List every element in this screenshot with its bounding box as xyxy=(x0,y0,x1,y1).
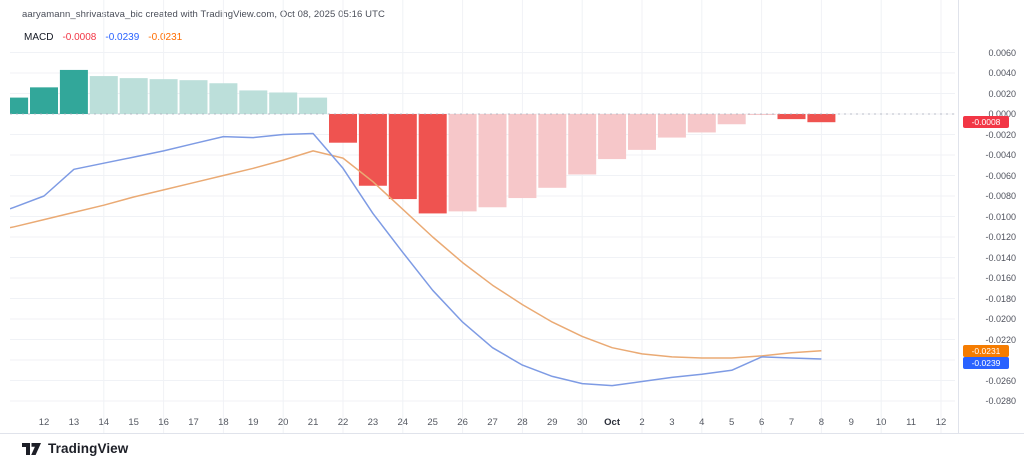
y-tick-label: -0.0020 xyxy=(985,129,1016,140)
x-tick-label: 8 xyxy=(818,417,825,428)
histogram-bar xyxy=(448,114,477,212)
x-tick-label: 12 xyxy=(38,417,50,428)
legend-macd-value: -0.0239 xyxy=(105,32,140,43)
tradingview-logo-link[interactable]: TradingView xyxy=(22,441,128,456)
chart-canvas[interactable] xyxy=(0,0,1024,433)
histogram-bar xyxy=(657,114,686,138)
x-tick-label: 21 xyxy=(307,417,319,428)
histogram-bar xyxy=(209,83,238,114)
x-tick-label: 11 xyxy=(906,417,917,428)
histogram-bar xyxy=(269,92,298,114)
x-tick-label: 30 xyxy=(576,417,588,428)
signal-line xyxy=(10,150,822,359)
histogram-bar xyxy=(807,114,836,123)
y-tick-label: -0.0180 xyxy=(985,293,1016,304)
x-tick-label: 4 xyxy=(699,417,705,428)
x-tick-label: 29 xyxy=(547,417,558,428)
x-tick-label: 28 xyxy=(517,417,528,428)
histogram-bar xyxy=(30,87,58,114)
indicator-legend[interactable]: MACD -0.0008 -0.0239 -0.0231 xyxy=(24,32,182,43)
x-tick-label: 22 xyxy=(337,417,349,428)
histogram-bar xyxy=(418,114,447,214)
footer-bar: TradingView xyxy=(0,434,1024,474)
y-tick-label: -0.0040 xyxy=(985,150,1016,160)
y-tick-label: 0.0040 xyxy=(988,68,1016,78)
x-tick-label: 18 xyxy=(218,417,229,428)
plot-area xyxy=(10,0,955,433)
x-tick-label: 24 xyxy=(397,417,409,428)
x-tick-label: 14 xyxy=(98,417,110,428)
x-tick-label: 12 xyxy=(935,417,947,428)
x-tick-label: 20 xyxy=(277,417,289,428)
y-tick-label: 0.0020 xyxy=(988,88,1016,99)
y-tick-label: -0.0120 xyxy=(985,232,1016,242)
x-tick-label: 16 xyxy=(158,417,169,428)
x-tick-label: 3 xyxy=(669,417,675,428)
indicator-name: MACD xyxy=(24,32,54,43)
histogram-bar xyxy=(508,114,537,199)
axis-badge-histogram: -0.0008 xyxy=(963,116,1009,129)
y-tick-label: -0.0140 xyxy=(985,252,1016,263)
x-tick-label: 15 xyxy=(128,417,139,428)
x-tick-label: 6 xyxy=(758,417,765,428)
histogram-bar xyxy=(568,114,597,175)
histogram-bar xyxy=(747,114,776,116)
x-tick-label: 13 xyxy=(68,417,80,428)
y-tick-label: -0.0160 xyxy=(985,273,1016,283)
histogram-bar xyxy=(777,114,806,120)
y-tick-label: -0.0260 xyxy=(985,375,1016,386)
axis-badge-signal: -0.0231 xyxy=(963,344,1009,357)
time-axis[interactable]: 12 13 14 15 16 17 18 19 20 21 22 23 24 25 26 27 28 29 30 Oc… xyxy=(0,412,958,433)
x-tick-label: Oct xyxy=(604,417,621,428)
legend-histogram-value: -0.0008 xyxy=(62,32,97,43)
histogram-bar xyxy=(59,69,88,114)
x-tick-label: 5 xyxy=(729,417,735,428)
histogram-bar xyxy=(358,114,387,186)
histogram-bar xyxy=(299,97,328,114)
y-tick-label: -0.0220 xyxy=(985,334,1016,345)
tradingview-logo-icon xyxy=(22,442,41,455)
histogram-bar xyxy=(687,114,716,133)
brand-name: TradingView xyxy=(48,441,129,456)
y-tick-label: 0.0060 xyxy=(988,47,1016,58)
price-axis[interactable]: 0.0060 0.0040 0.0020 0.0000 -0.0020 -0.0040 -0… xyxy=(958,0,1024,433)
histogram-bar xyxy=(329,114,357,143)
y-tick-label: -0.0060 xyxy=(985,170,1016,181)
histogram-bar xyxy=(179,80,208,114)
y-tick-label: 0.0000 xyxy=(988,109,1016,119)
x-tick-label: 7 xyxy=(788,417,795,428)
histogram-bar xyxy=(89,76,118,114)
y-tick-label: -0.0100 xyxy=(985,211,1016,222)
x-tick-label: 10 xyxy=(875,417,887,428)
axis-separator-horizontal xyxy=(0,433,1024,434)
histogram-bar xyxy=(149,79,178,114)
x-tick-label: 19 xyxy=(248,417,259,428)
histogram-bar xyxy=(598,114,627,160)
histogram-bar xyxy=(628,114,656,150)
x-tick-label: 17 xyxy=(188,417,199,428)
x-tick-label: 26 xyxy=(457,417,468,428)
x-tick-label: 2 xyxy=(639,417,645,428)
histogram-bar xyxy=(119,78,148,114)
histogram-bar xyxy=(10,97,29,114)
y-tick-label: -0.0200 xyxy=(985,314,1016,324)
x-tick-label: 25 xyxy=(427,417,438,428)
histogram-bar xyxy=(239,90,268,114)
axis-separator-vertical xyxy=(958,0,959,433)
macd-line xyxy=(10,132,822,387)
y-tick-label: -0.0280 xyxy=(985,396,1016,406)
histogram-bar xyxy=(717,114,746,125)
x-tick-label: 9 xyxy=(848,417,854,428)
x-tick-label: 27 xyxy=(487,417,498,428)
y-tick-label: -0.0080 xyxy=(985,191,1016,201)
x-tick-label: 23 xyxy=(367,417,379,428)
attribution-text: aaryamann_shrivastava_bic created with T… xyxy=(22,9,386,20)
histogram-bar xyxy=(538,114,567,188)
histogram-bar xyxy=(388,114,417,200)
histogram-bar xyxy=(478,114,507,208)
legend-signal-value: -0.0231 xyxy=(148,32,183,43)
axis-badge-macd: -0.0239 xyxy=(963,356,1009,369)
